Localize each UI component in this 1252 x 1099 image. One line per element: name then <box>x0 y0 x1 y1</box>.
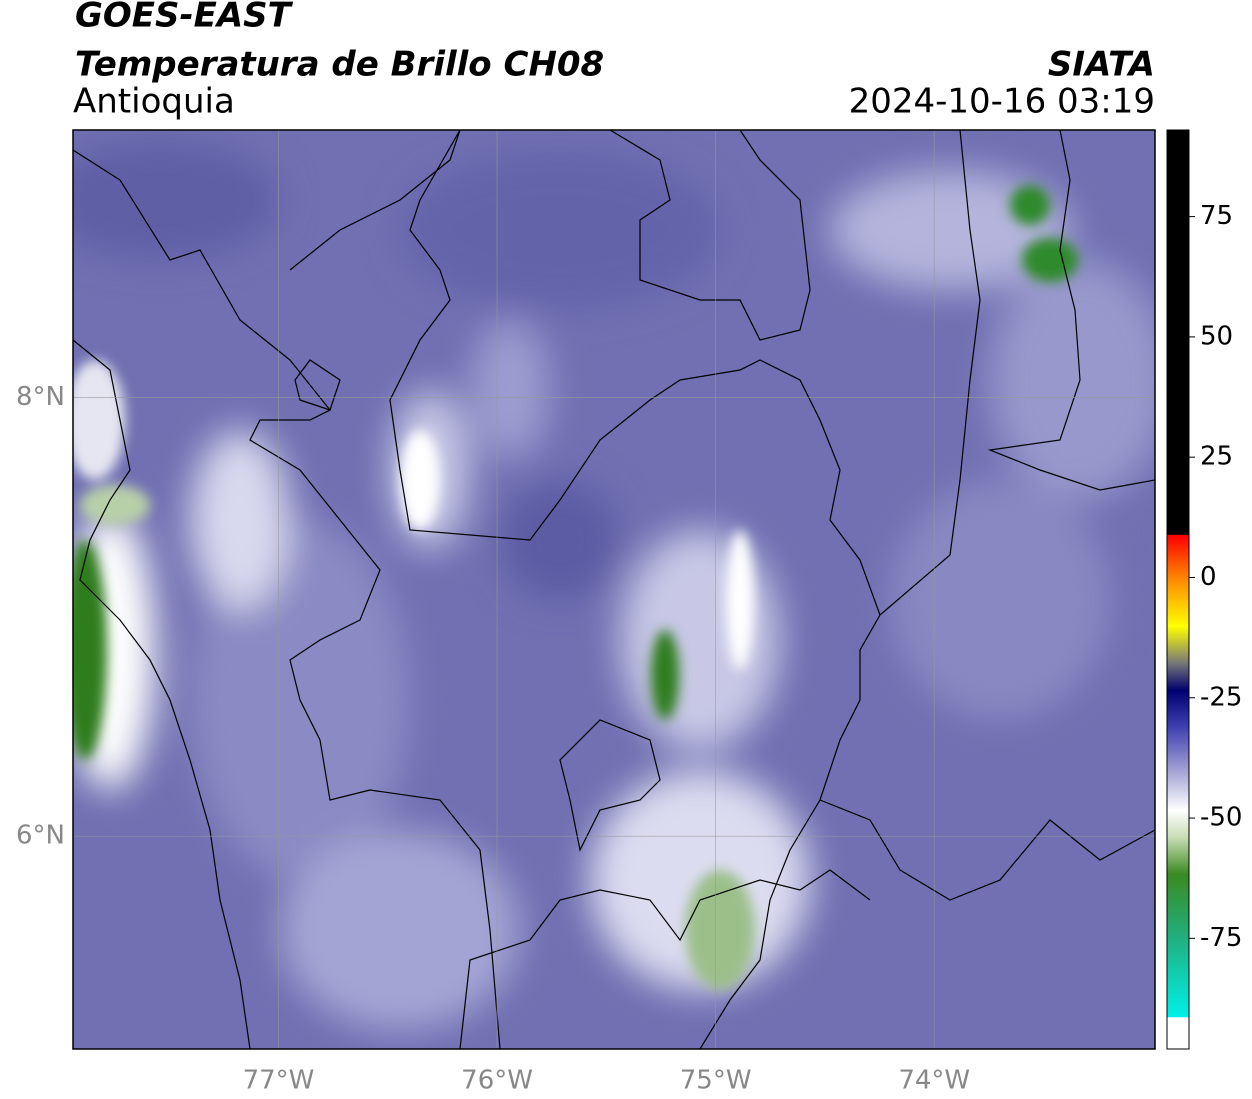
subtitle: Temperatura de Brillo CH08 <box>75 45 604 85</box>
x-tick-label: 76°W <box>461 1066 533 1096</box>
colorbar-tick-label: 75 <box>1200 201 1233 231</box>
x-tick-label: 77°W <box>243 1066 315 1096</box>
source: SIATA <box>1048 45 1155 85</box>
colorbar-tick-label: 50 <box>1200 321 1233 351</box>
region: Antioquia <box>73 82 235 122</box>
boundaries <box>73 130 1155 1049</box>
y-tick-label: 6°N <box>16 821 65 851</box>
title: GOES-EAST <box>75 0 294 36</box>
colorbar-tick-label: -25 <box>1200 682 1242 712</box>
colorbar-tick-label: 0 <box>1200 562 1217 592</box>
colorbar-tick-label: -75 <box>1200 923 1242 953</box>
map-frame <box>72 129 1156 1050</box>
colorbar <box>1166 129 1190 1050</box>
y-tick-label: 8°N <box>16 382 65 412</box>
colorbar-tick-label: -50 <box>1200 803 1242 833</box>
x-tick-label: 75°W <box>680 1066 752 1096</box>
datetime: 2024-10-16 03:19 <box>849 82 1155 122</box>
graticule <box>73 130 1155 1049</box>
colorbar-tick-label: 25 <box>1200 442 1233 472</box>
x-tick-label: 74°W <box>898 1066 970 1096</box>
satellite-image <box>73 130 1155 1049</box>
